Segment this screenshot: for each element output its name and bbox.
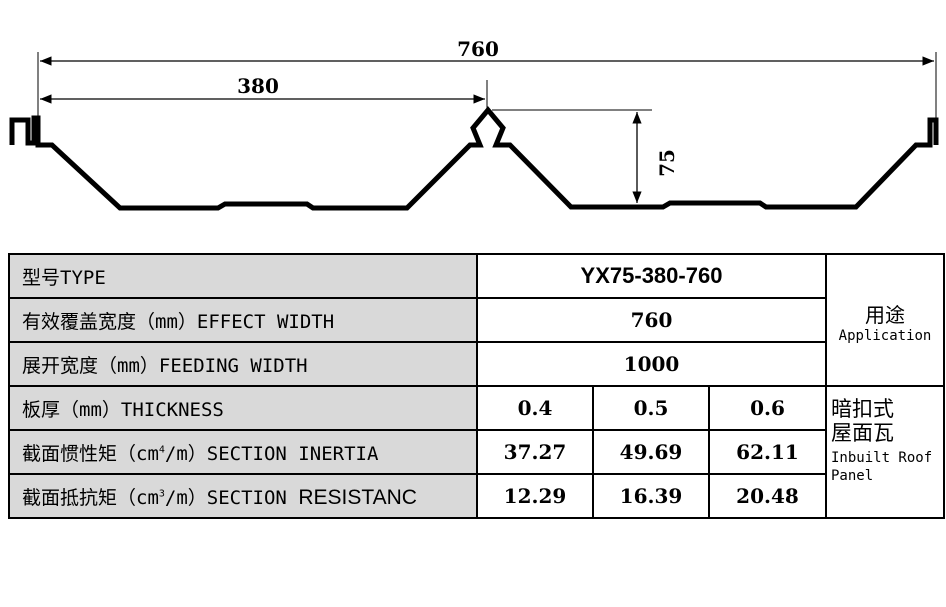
usage-en-line2: Panel — [831, 468, 874, 484]
thickness-value: 0.5 — [592, 385, 710, 431]
usage-en-line1: Inbuilt Roof — [831, 450, 933, 466]
table-row-feeding-width: 展开宽度（mm）FEEDING WIDTH 1000 — [8, 341, 944, 387]
application-en: Application — [838, 328, 932, 344]
application-header: 用途 Application — [825, 253, 945, 387]
type-label: 型号TYPE — [8, 253, 478, 299]
table-row-inertia: 截面惯性矩（cm4/m）SECTION INERTIA 37.27 49.69 … — [8, 429, 944, 475]
table-row-resistance: 截面抵抗矩（cm3/m）SECTION RESISTANC 12.29 16.3… — [8, 473, 944, 519]
resist-label-mid: /m）SECTION — [164, 486, 299, 509]
usage-zh-line1: 暗扣式 — [831, 397, 894, 421]
inertia-value: 49.69 — [592, 429, 710, 475]
table-row-thickness: 板厚（mm）THICKNESS 0.4 0.5 0.6 暗扣式 屋面瓦 Inbu… — [8, 385, 945, 519]
thickness-label: 板厚（mm）THICKNESS — [8, 385, 478, 431]
resist-unit-exponent: 3 — [158, 488, 165, 500]
table-row-type: 型号TYPE YX75-380-760 用途 Application — [8, 253, 945, 387]
table-row-effect-width: 有效覆盖宽度（mm）EFFECT WIDTH 760 — [8, 297, 944, 343]
usage-cell: 暗扣式 屋面瓦 Inbuilt Roof Panel — [825, 385, 945, 519]
usage-zh-line2: 屋面瓦 — [831, 421, 894, 445]
section-resistance-label: 截面抵抗矩（cm3/m）SECTION RESISTANC — [8, 473, 478, 519]
resist-label-pre: 截面抵抗矩（cm — [22, 486, 159, 509]
thickness-value: 0.4 — [476, 385, 594, 431]
feeding-width-value: 1000 — [476, 341, 827, 387]
thickness-value: 0.6 — [708, 385, 827, 431]
dimension-label-75: 75 — [655, 149, 679, 177]
panel-profile-outline — [9, 106, 939, 211]
inertia-label-post: /m）SECTION INERTIA — [164, 442, 379, 465]
section-inertia-label: 截面惯性矩（cm4/m）SECTION INERTIA — [8, 429, 478, 475]
inertia-label-pre: 截面惯性矩（cm — [22, 442, 159, 465]
dimension-label-760: 760 — [457, 37, 499, 61]
specification-table: 型号TYPE YX75-380-760 用途 Application 有效覆盖宽… — [8, 253, 945, 519]
dimension-label-380: 380 — [237, 74, 279, 98]
roof-panel-profile-drawing: 760 380 75 — [9, 37, 939, 211]
inertia-value: 37.27 — [476, 429, 594, 475]
resistance-value: 12.29 — [476, 473, 594, 519]
inertia-unit-exponent: 4 — [158, 444, 165, 456]
feeding-width-label: 展开宽度（mm）FEEDING WIDTH — [8, 341, 478, 387]
resistance-value: 16.39 — [592, 473, 710, 519]
type-value: YX75-380-760 — [476, 253, 827, 299]
application-zh: 用途 — [865, 303, 905, 327]
resistance-value: 20.48 — [708, 473, 827, 519]
effect-width-label: 有效覆盖宽度（mm）EFFECT WIDTH — [8, 297, 478, 343]
effect-width-value: 760 — [476, 297, 827, 343]
resist-label-end: RESISTANC — [298, 485, 417, 509]
inertia-value: 62.11 — [708, 429, 827, 475]
